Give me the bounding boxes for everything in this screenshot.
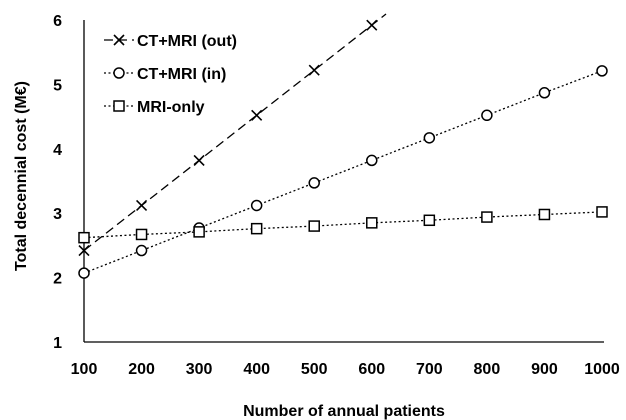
data-point bbox=[251, 109, 263, 121]
x-tick-label: 700 bbox=[416, 361, 443, 378]
legend-label: CT+MRI (in) bbox=[137, 66, 226, 83]
series-line-1 bbox=[83, 70, 603, 274]
data-point bbox=[481, 109, 493, 122]
y-tick-label: 3 bbox=[53, 206, 62, 223]
y-tick-labels: 1 2 3 4 5 6 bbox=[53, 13, 62, 352]
legend: CT+MRI (out) CT+MRI (in) MRI-only bbox=[104, 33, 237, 116]
data-point bbox=[78, 267, 90, 279]
y-tick-label: 6 bbox=[53, 13, 62, 30]
y-tick-label: 2 bbox=[53, 271, 62, 288]
x-tick-label: 200 bbox=[128, 361, 155, 378]
axes bbox=[83, 20, 604, 343]
data-point bbox=[366, 19, 378, 31]
x-tick-label: 900 bbox=[531, 361, 558, 378]
data-point bbox=[78, 244, 90, 257]
series-markers bbox=[78, 19, 608, 279]
data-point bbox=[308, 220, 320, 232]
data-point bbox=[250, 222, 263, 235]
series-line-2 bbox=[83, 211, 603, 239]
x-tick-label: 400 bbox=[243, 361, 270, 378]
data-point bbox=[78, 231, 90, 244]
y-axis-title: Total decennial cost (M€) bbox=[13, 81, 30, 271]
data-point bbox=[366, 154, 378, 167]
data-point bbox=[250, 199, 263, 212]
legend-label: MRI-only bbox=[137, 99, 205, 116]
data-point bbox=[481, 211, 493, 223]
data-point bbox=[193, 154, 205, 166]
x-tick-label: 500 bbox=[301, 361, 328, 378]
data-point bbox=[135, 199, 148, 212]
y-tick-label: 1 bbox=[53, 335, 62, 352]
legend-marker bbox=[113, 34, 125, 46]
data-point bbox=[308, 64, 320, 76]
x-tick-label: 1000 bbox=[584, 361, 620, 378]
x-axis-title: Number of annual patients bbox=[243, 403, 445, 420]
data-point bbox=[538, 208, 551, 221]
legend-marker bbox=[113, 100, 125, 112]
data-point bbox=[423, 214, 436, 227]
legend-item: CT+MRI (in) bbox=[104, 66, 226, 83]
data-point bbox=[423, 132, 436, 144]
y-tick-label: 4 bbox=[53, 142, 62, 159]
data-point bbox=[596, 206, 608, 218]
legend-item: CT+MRI (out) bbox=[104, 33, 237, 50]
data-point bbox=[308, 177, 320, 189]
data-point bbox=[366, 217, 378, 229]
x-tick-label: 800 bbox=[474, 361, 501, 378]
legend-item: MRI-only bbox=[104, 99, 205, 116]
data-point bbox=[135, 228, 148, 241]
series-lines bbox=[83, 13, 603, 274]
data-point bbox=[135, 244, 148, 257]
x-tick-label: 100 bbox=[71, 361, 98, 378]
y-tick-label: 5 bbox=[53, 77, 62, 94]
data-point bbox=[193, 226, 205, 238]
legend-label: CT+MRI (out) bbox=[137, 33, 237, 50]
x-tick-label: 300 bbox=[186, 361, 213, 378]
x-tick-label: 600 bbox=[358, 361, 385, 378]
data-point bbox=[538, 87, 551, 99]
data-point bbox=[596, 65, 608, 77]
x-tick-labels: 100 200 300 400 500 600 700 800 900 1000 bbox=[71, 361, 620, 378]
legend-marker bbox=[113, 67, 125, 79]
